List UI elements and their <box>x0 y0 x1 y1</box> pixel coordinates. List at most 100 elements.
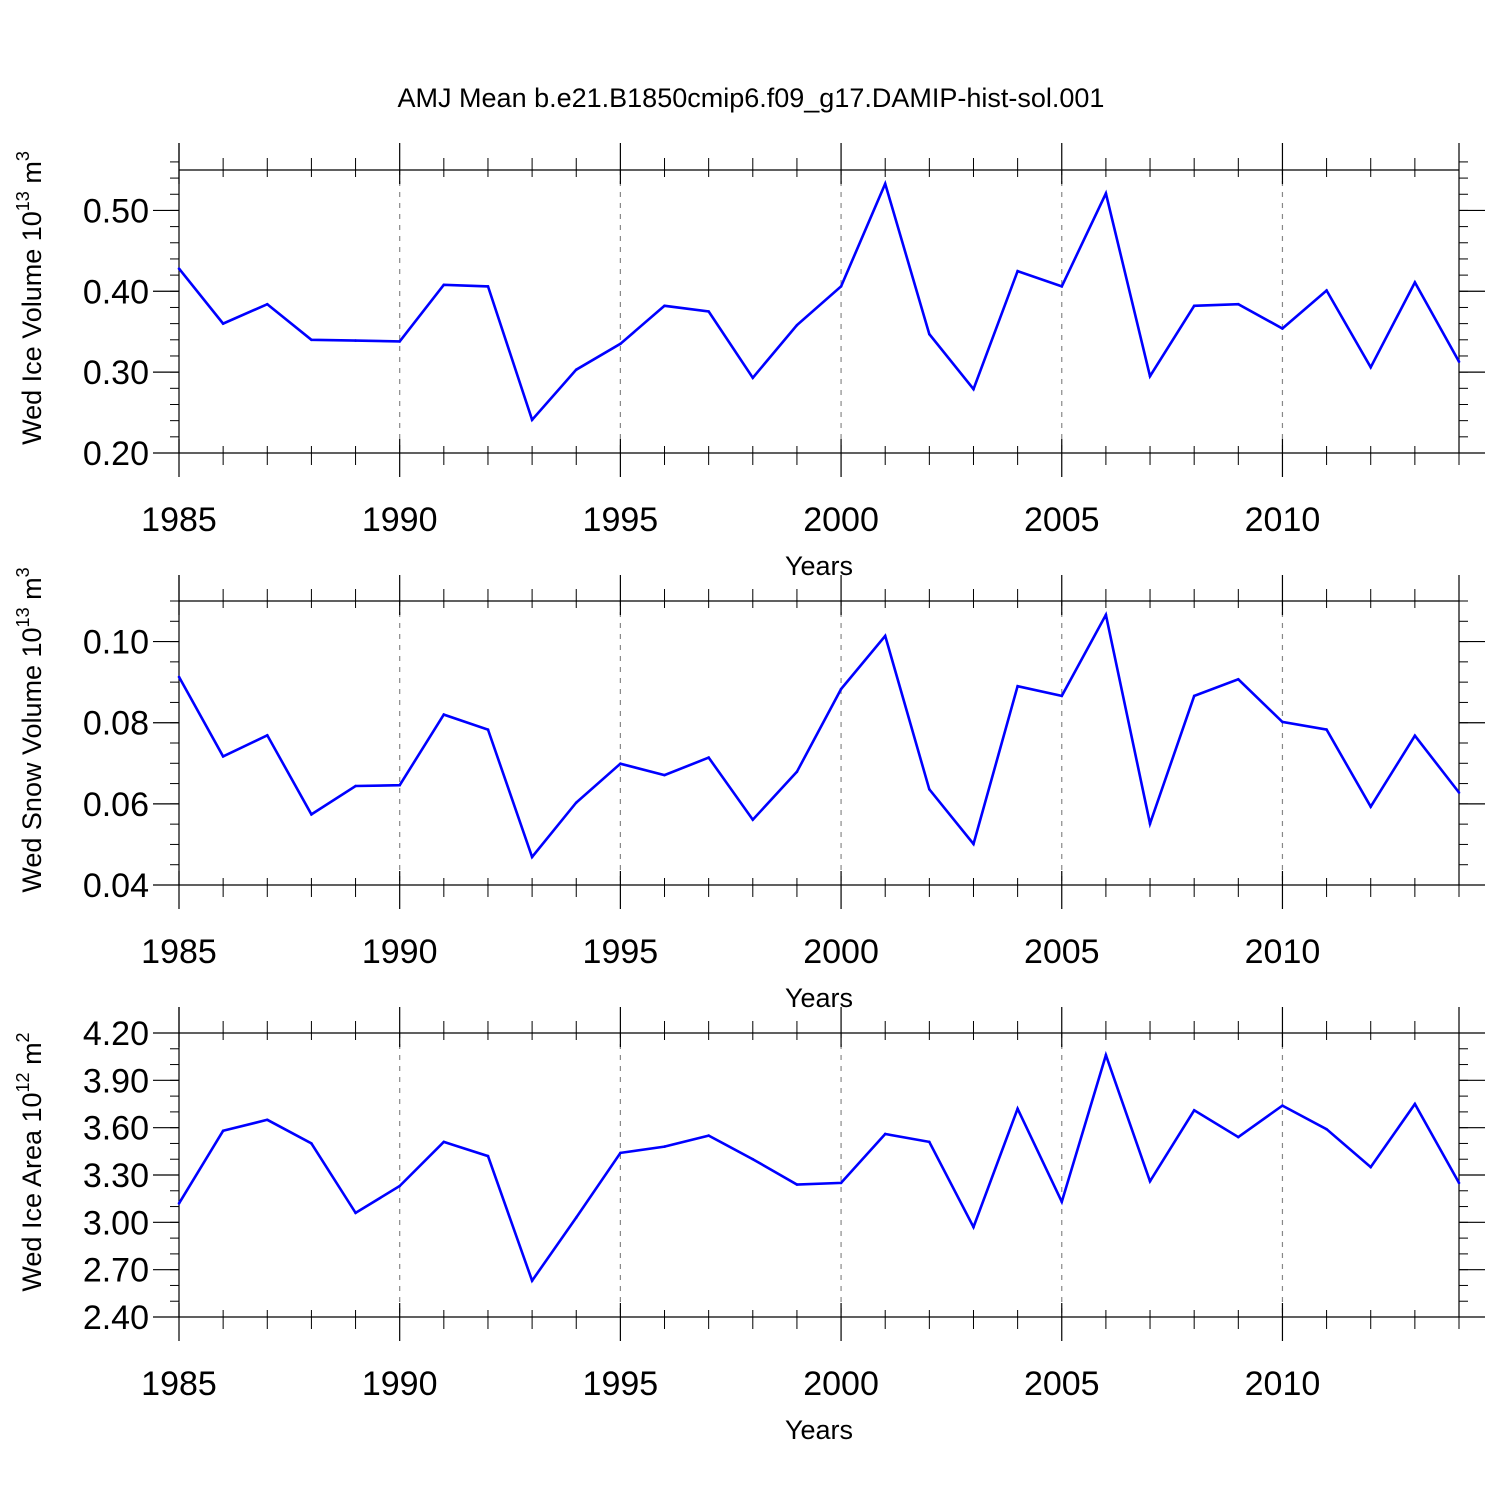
chart1-data-point <box>883 634 887 638</box>
chart2-data-point <box>221 1129 225 1133</box>
chart1-data-point <box>265 733 269 737</box>
chart0-y-axis-title-unit-exp: 3 <box>13 151 33 161</box>
chart2-series-line <box>177 1050 1461 1284</box>
chart0-data-point <box>1060 285 1064 288</box>
chart1-data-point <box>574 801 578 804</box>
chart2-y-tick-label: 3.00 <box>83 1204 149 1242</box>
chart0-y-tick-label: 0.20 <box>83 435 149 473</box>
chart0-data-point <box>442 283 446 287</box>
chart1-data-point <box>663 773 666 777</box>
chart2-data-point <box>1148 1180 1152 1183</box>
chart2-data-point <box>1413 1102 1417 1106</box>
chart0-y-tick-label: 0.40 <box>83 273 149 311</box>
chart1-data-point <box>530 855 534 859</box>
panel-ice-area: 2.40 2.70 3.00 3.30 3.60 3.90 4.20 1985 1990 1995… <box>13 1007 1485 1445</box>
chart0-data-point <box>795 323 799 327</box>
chart2-y-tick-label: 3.30 <box>83 1157 149 1195</box>
chart1-x-tick-label: 1995 <box>583 933 659 971</box>
chart0-y-axis-title: Wed Ice Volume 1013 m3 <box>13 151 47 445</box>
chart0-data-point <box>707 310 710 313</box>
chart2-data-point <box>751 1157 755 1161</box>
chart1-data-point <box>486 728 490 731</box>
chart2-data-point <box>354 1211 357 1215</box>
chart0-data-point <box>1237 302 1240 306</box>
chart2-data-point <box>1281 1104 1284 1107</box>
chart2-data-point <box>177 1202 181 1205</box>
chart2-data-point <box>663 1145 666 1148</box>
chart1-y-axis-title-unit: m <box>17 577 47 607</box>
chart2-y-axis-title-unit-exp: 2 <box>13 1032 33 1042</box>
chart2-x-tick-label: 2000 <box>803 1365 879 1403</box>
chart0-x-tick-label: 2000 <box>803 501 879 539</box>
panel-snow-volume: 0.04 0.06 0.08 0.10 1985 1990 1995 2000 2005 2010… <box>13 567 1485 1013</box>
chart0-data-point <box>530 418 534 422</box>
chart0-x-tick-label: 2005 <box>1024 501 1100 539</box>
chart2-data-point <box>310 1142 313 1145</box>
chart1-data-point <box>619 762 622 765</box>
chart2-x-axis-title: Years <box>785 1415 853 1445</box>
chart2-y-axis-title-main: Wed Ice Area 10 <box>17 1092 47 1291</box>
chart2-data-point <box>1060 1200 1064 1204</box>
chart2-data-point <box>398 1184 401 1188</box>
panel-ice-volume: 0.20 0.30 0.40 0.50 1985 1990 1995 2000 2005 2010… <box>13 143 1485 581</box>
chart1-x-tick-label: 1990 <box>362 933 438 971</box>
chart2-data-point <box>883 1132 887 1136</box>
chart2-data-point <box>972 1225 975 1229</box>
chart2-y-axis-title-unit: m <box>17 1042 47 1072</box>
chart2-y-tick-label: 3.90 <box>83 1062 149 1100</box>
chart1-data-point <box>1104 613 1108 617</box>
chart1-data-point <box>1148 822 1152 826</box>
chart0-data-point <box>1457 360 1461 363</box>
chart1-data-point <box>442 713 446 716</box>
chart0-y-tick-label: 0.30 <box>83 354 149 392</box>
chart0-data-point <box>663 304 666 308</box>
chart2-data-point <box>265 1118 269 1122</box>
chart1-data-point <box>972 842 975 846</box>
chart1-data-point <box>1060 694 1064 698</box>
chart0-data-point <box>221 322 225 325</box>
chart0-data-point <box>1192 304 1196 308</box>
chart0-data-point <box>883 182 887 186</box>
chart0-data-point <box>751 376 755 380</box>
chart0-data-point <box>1369 365 1373 369</box>
chart0-data-point <box>839 285 843 288</box>
chart2-data-point <box>1457 1181 1461 1185</box>
chart1-data-point <box>310 813 313 816</box>
chart1-x-axis-title: Years <box>785 983 853 1013</box>
chart0-data-point <box>310 338 313 342</box>
chart2-x-tick-label: 1990 <box>362 1365 438 1403</box>
chart1-data-point <box>354 784 357 788</box>
chart2-x-tick-label: 2010 <box>1245 1365 1321 1403</box>
chart2-y-tick-label: 2.70 <box>83 1252 149 1290</box>
chart0-data-point <box>354 339 357 342</box>
chart2-data-point <box>1369 1165 1373 1169</box>
chart2-data-point <box>839 1181 843 1185</box>
chart0-data-point <box>972 387 975 391</box>
chart1-data-point <box>1413 734 1417 737</box>
chart1-y-tick-label: 0.08 <box>83 705 149 743</box>
chart1-data-point <box>1369 805 1373 808</box>
chart1-y-tick-label: 0.10 <box>83 624 149 662</box>
chart1-data-point <box>398 783 401 787</box>
chart1-data-point <box>1325 728 1328 731</box>
chart0-data-point <box>928 332 931 336</box>
chart0-data-point <box>574 368 578 372</box>
chart2-x-tick-label: 1995 <box>583 1365 659 1403</box>
chart0-data-point <box>1413 281 1417 284</box>
chart2-data-point <box>1016 1107 1019 1111</box>
chart0-y-axis-title-exp: 13 <box>13 191 33 211</box>
chart1-y-axis-title: Wed Snow Volume 1013 m3 <box>13 567 47 892</box>
chart2-data-point <box>1325 1127 1328 1131</box>
chart0-x-tick-label: 1985 <box>141 501 217 539</box>
chart2-data-point <box>928 1140 931 1144</box>
chart1-data-point <box>1237 678 1240 681</box>
chart0-data-point <box>398 340 401 343</box>
chart0-data-point <box>486 285 490 288</box>
chart0-data-point <box>1016 269 1019 273</box>
chart1-data-point <box>1281 720 1284 724</box>
chart2-data-point <box>1104 1053 1108 1057</box>
chart0-y-axis-title-main: Wed Ice Volume 10 <box>17 211 47 445</box>
chart2-data-point <box>486 1154 490 1158</box>
chart1-data-point <box>1016 684 1019 688</box>
